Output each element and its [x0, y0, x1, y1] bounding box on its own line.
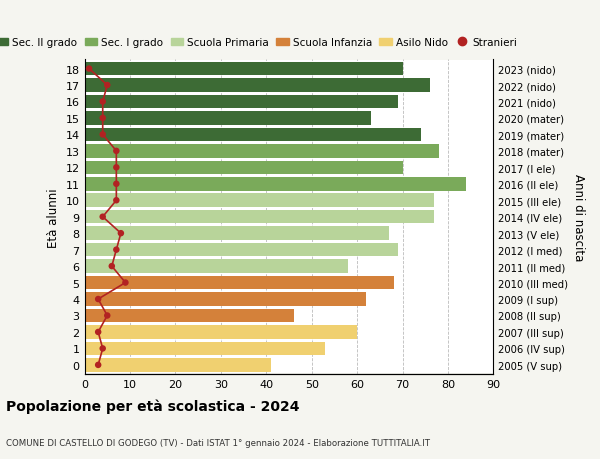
- Bar: [85, 209, 493, 225]
- Point: [94, 329, 103, 336]
- Point: [98, 345, 107, 353]
- Y-axis label: Età alunni: Età alunni: [47, 187, 60, 247]
- Point: [94, 361, 103, 369]
- Point: [98, 213, 107, 221]
- Bar: [85, 308, 493, 324]
- Text: COMUNE DI CASTELLO DI GODEGO (TV) - Dati ISTAT 1° gennaio 2024 - Elaborazione TU: COMUNE DI CASTELLO DI GODEGO (TV) - Dati…: [6, 438, 430, 448]
- Bar: [85, 291, 493, 308]
- Point: [98, 131, 107, 139]
- Bar: [85, 129, 421, 142]
- Bar: [85, 342, 325, 355]
- Point: [98, 99, 107, 106]
- Bar: [85, 242, 493, 258]
- Bar: [85, 194, 434, 207]
- Y-axis label: Anni di nascita: Anni di nascita: [572, 174, 585, 261]
- Bar: [85, 275, 493, 291]
- Text: Popolazione per età scolastica - 2024: Popolazione per età scolastica - 2024: [6, 398, 299, 413]
- Legend: Sec. II grado, Sec. I grado, Scuola Primaria, Scuola Infanzia, Asilo Nido, Stran: Sec. II grado, Sec. I grado, Scuola Prim…: [0, 34, 521, 52]
- Bar: [85, 325, 357, 339]
- Bar: [85, 111, 493, 127]
- Bar: [85, 211, 434, 224]
- Point: [107, 263, 116, 270]
- Bar: [85, 178, 466, 191]
- Bar: [85, 324, 493, 341]
- Bar: [85, 357, 493, 373]
- Bar: [85, 94, 493, 111]
- Bar: [85, 61, 493, 78]
- Point: [103, 312, 112, 319]
- Bar: [85, 127, 493, 143]
- Point: [112, 164, 121, 172]
- Point: [116, 230, 125, 237]
- Bar: [85, 145, 439, 158]
- Bar: [85, 79, 430, 93]
- Bar: [85, 260, 348, 273]
- Bar: [85, 358, 271, 372]
- Bar: [85, 62, 403, 76]
- Bar: [85, 309, 293, 323]
- Bar: [85, 258, 493, 275]
- Point: [121, 279, 130, 286]
- Bar: [85, 225, 493, 242]
- Point: [112, 246, 121, 254]
- Bar: [85, 227, 389, 241]
- Bar: [85, 176, 493, 193]
- Point: [112, 197, 121, 204]
- Bar: [85, 243, 398, 257]
- Point: [103, 82, 112, 90]
- Point: [94, 296, 103, 303]
- Bar: [85, 276, 394, 290]
- Bar: [85, 160, 493, 176]
- Bar: [85, 95, 398, 109]
- Bar: [85, 293, 366, 306]
- Bar: [85, 341, 493, 357]
- Bar: [85, 161, 403, 175]
- Bar: [85, 193, 493, 209]
- Point: [112, 181, 121, 188]
- Bar: [85, 78, 493, 94]
- Point: [84, 66, 94, 73]
- Point: [112, 148, 121, 155]
- Bar: [85, 143, 493, 160]
- Bar: [85, 112, 371, 125]
- Point: [98, 115, 107, 123]
